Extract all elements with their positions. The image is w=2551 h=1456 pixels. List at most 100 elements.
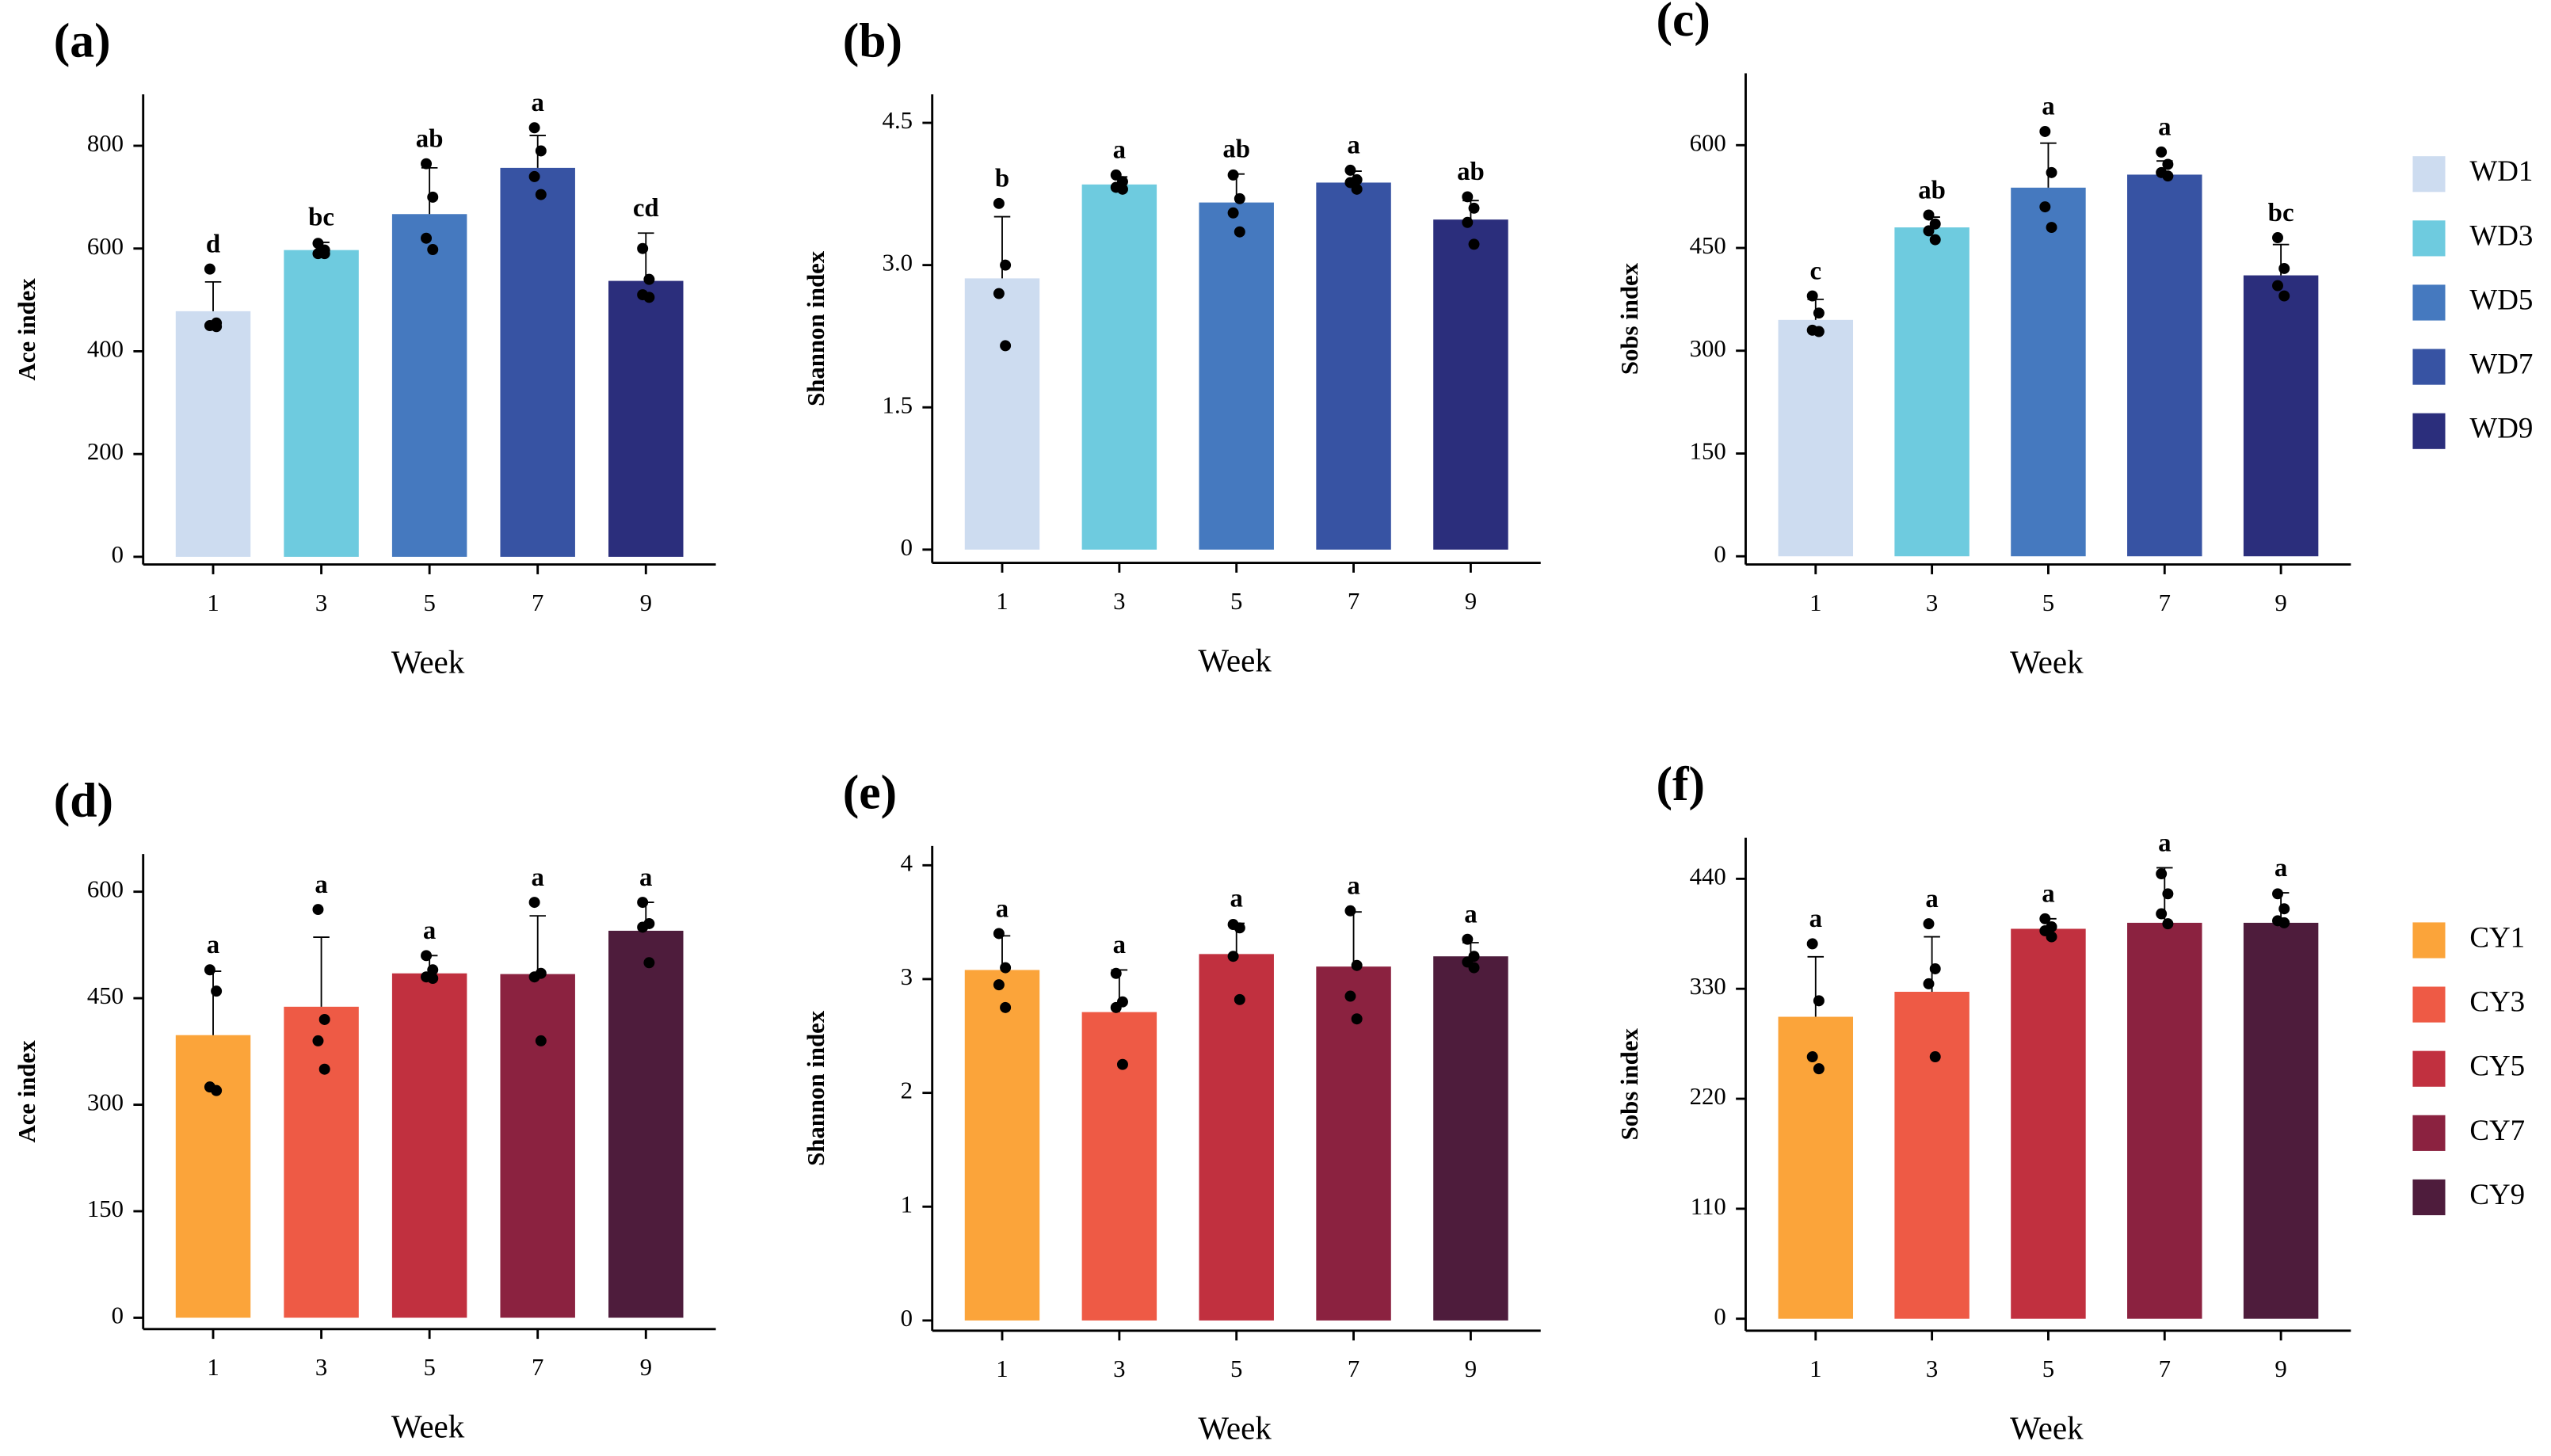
y-tick-label: 800 bbox=[87, 130, 124, 157]
legend-swatch bbox=[2412, 1179, 2446, 1216]
data-point bbox=[1234, 993, 1245, 1005]
y-axis-label: Shannon index bbox=[803, 1010, 829, 1166]
x-tick-label: 9 bbox=[640, 589, 652, 616]
data-point bbox=[1813, 326, 1825, 337]
y-tick-label: 600 bbox=[87, 233, 124, 260]
significance-letter: ab bbox=[1222, 135, 1250, 163]
bar bbox=[391, 214, 467, 557]
data-point bbox=[2046, 222, 2057, 234]
y-tick-label: 0 bbox=[901, 1305, 913, 1332]
legend-swatch bbox=[2412, 284, 2446, 321]
bar bbox=[964, 278, 1040, 550]
legend-swatch bbox=[2412, 156, 2446, 192]
data-point bbox=[1929, 218, 1941, 230]
data-point bbox=[2046, 166, 2057, 178]
significance-letter: b bbox=[995, 165, 1009, 193]
y-tick-label: 4.5 bbox=[883, 107, 913, 134]
data-point bbox=[211, 1084, 223, 1096]
bar bbox=[1316, 966, 1391, 1321]
x-tick-label: 3 bbox=[1113, 588, 1125, 615]
legend-label: WD3 bbox=[2469, 219, 2533, 251]
significance-letter: a bbox=[1347, 872, 1359, 901]
y-tick-label: 220 bbox=[1690, 1083, 1726, 1110]
y-tick-label: 150 bbox=[87, 1195, 124, 1222]
y-tick-label: 3 bbox=[901, 963, 913, 990]
data-point bbox=[1227, 951, 1239, 962]
x-axis-label: Week bbox=[1198, 642, 1272, 678]
data-point bbox=[2039, 201, 2051, 213]
data-point bbox=[2162, 158, 2174, 170]
panel-title: (b) bbox=[843, 14, 902, 68]
bar bbox=[1081, 184, 1157, 550]
bar bbox=[2243, 275, 2319, 557]
data-point bbox=[535, 189, 547, 200]
bar bbox=[391, 973, 467, 1318]
data-point bbox=[1468, 962, 1480, 974]
significance-letter: a bbox=[1809, 905, 1822, 933]
y-axis-label: Ace index bbox=[13, 1040, 40, 1143]
data-point bbox=[1813, 995, 1825, 1007]
significance-letter: a bbox=[531, 89, 543, 117]
data-point bbox=[1344, 164, 1356, 176]
data-point bbox=[1813, 1063, 1825, 1075]
bar bbox=[1433, 956, 1508, 1321]
panel-title: (d) bbox=[54, 774, 113, 828]
x-tick-label: 5 bbox=[2042, 1355, 2054, 1382]
data-point bbox=[427, 191, 439, 203]
y-tick-label: 440 bbox=[1690, 863, 1726, 890]
x-tick-label: 3 bbox=[1926, 1355, 1938, 1382]
error-bar bbox=[421, 166, 438, 215]
legend-swatch bbox=[2412, 1050, 2446, 1087]
x-tick-label: 5 bbox=[1230, 588, 1242, 615]
y-tick-label: 330 bbox=[1690, 973, 1726, 1000]
data-point bbox=[2278, 262, 2290, 274]
data-point bbox=[1227, 207, 1239, 219]
data-point bbox=[1000, 340, 1012, 352]
data-point bbox=[2156, 908, 2168, 920]
data-point bbox=[1813, 307, 1825, 319]
data-point bbox=[2156, 146, 2168, 158]
data-point bbox=[1923, 225, 1935, 237]
data-point bbox=[528, 897, 540, 909]
legend-label: CY7 bbox=[2469, 1114, 2525, 1146]
y-tick-label: 600 bbox=[87, 876, 124, 903]
data-point bbox=[2272, 888, 2283, 900]
panel-title: (e) bbox=[843, 765, 897, 819]
x-tick-label: 5 bbox=[1230, 1355, 1242, 1382]
y-tick-label: 600 bbox=[1690, 129, 1726, 156]
data-point bbox=[1806, 1051, 1818, 1063]
bar bbox=[1894, 991, 1969, 1319]
x-axis-label: Week bbox=[1198, 1410, 1272, 1446]
data-point bbox=[421, 232, 433, 244]
significance-letter: cd bbox=[633, 194, 659, 223]
y-axis-label: Ace index bbox=[13, 278, 40, 381]
bar bbox=[1894, 227, 1969, 557]
bar bbox=[2127, 174, 2202, 557]
x-axis-label: Week bbox=[2010, 643, 2084, 680]
data-point bbox=[993, 288, 1005, 299]
data-point bbox=[993, 928, 1005, 940]
bar bbox=[1433, 219, 1508, 550]
error-bar bbox=[1807, 955, 1825, 1017]
data-point bbox=[1468, 202, 1480, 214]
data-point bbox=[1929, 234, 1941, 246]
data-point bbox=[2278, 290, 2290, 302]
x-tick-label: 7 bbox=[532, 589, 543, 616]
x-tick-label: 5 bbox=[423, 589, 435, 616]
bar bbox=[1778, 1016, 1854, 1319]
legend-label: CY9 bbox=[2469, 1178, 2525, 1210]
x-axis-label: Week bbox=[391, 643, 465, 680]
y-tick-label: 0 bbox=[112, 541, 124, 568]
legend-swatch bbox=[2412, 220, 2446, 257]
y-tick-label: 110 bbox=[1691, 1193, 1726, 1220]
y-tick-label: 0 bbox=[901, 534, 913, 561]
significance-letter: bc bbox=[308, 204, 334, 232]
legend-swatch bbox=[2412, 349, 2446, 385]
data-point bbox=[1110, 1001, 1122, 1013]
bar bbox=[608, 930, 684, 1318]
y-axis-label: Sobs index bbox=[1616, 1028, 1643, 1141]
y-tick-label: 0 bbox=[1714, 540, 1725, 567]
data-point bbox=[312, 904, 324, 916]
y-tick-label: 1 bbox=[901, 1191, 913, 1218]
error-bar bbox=[313, 936, 330, 1007]
